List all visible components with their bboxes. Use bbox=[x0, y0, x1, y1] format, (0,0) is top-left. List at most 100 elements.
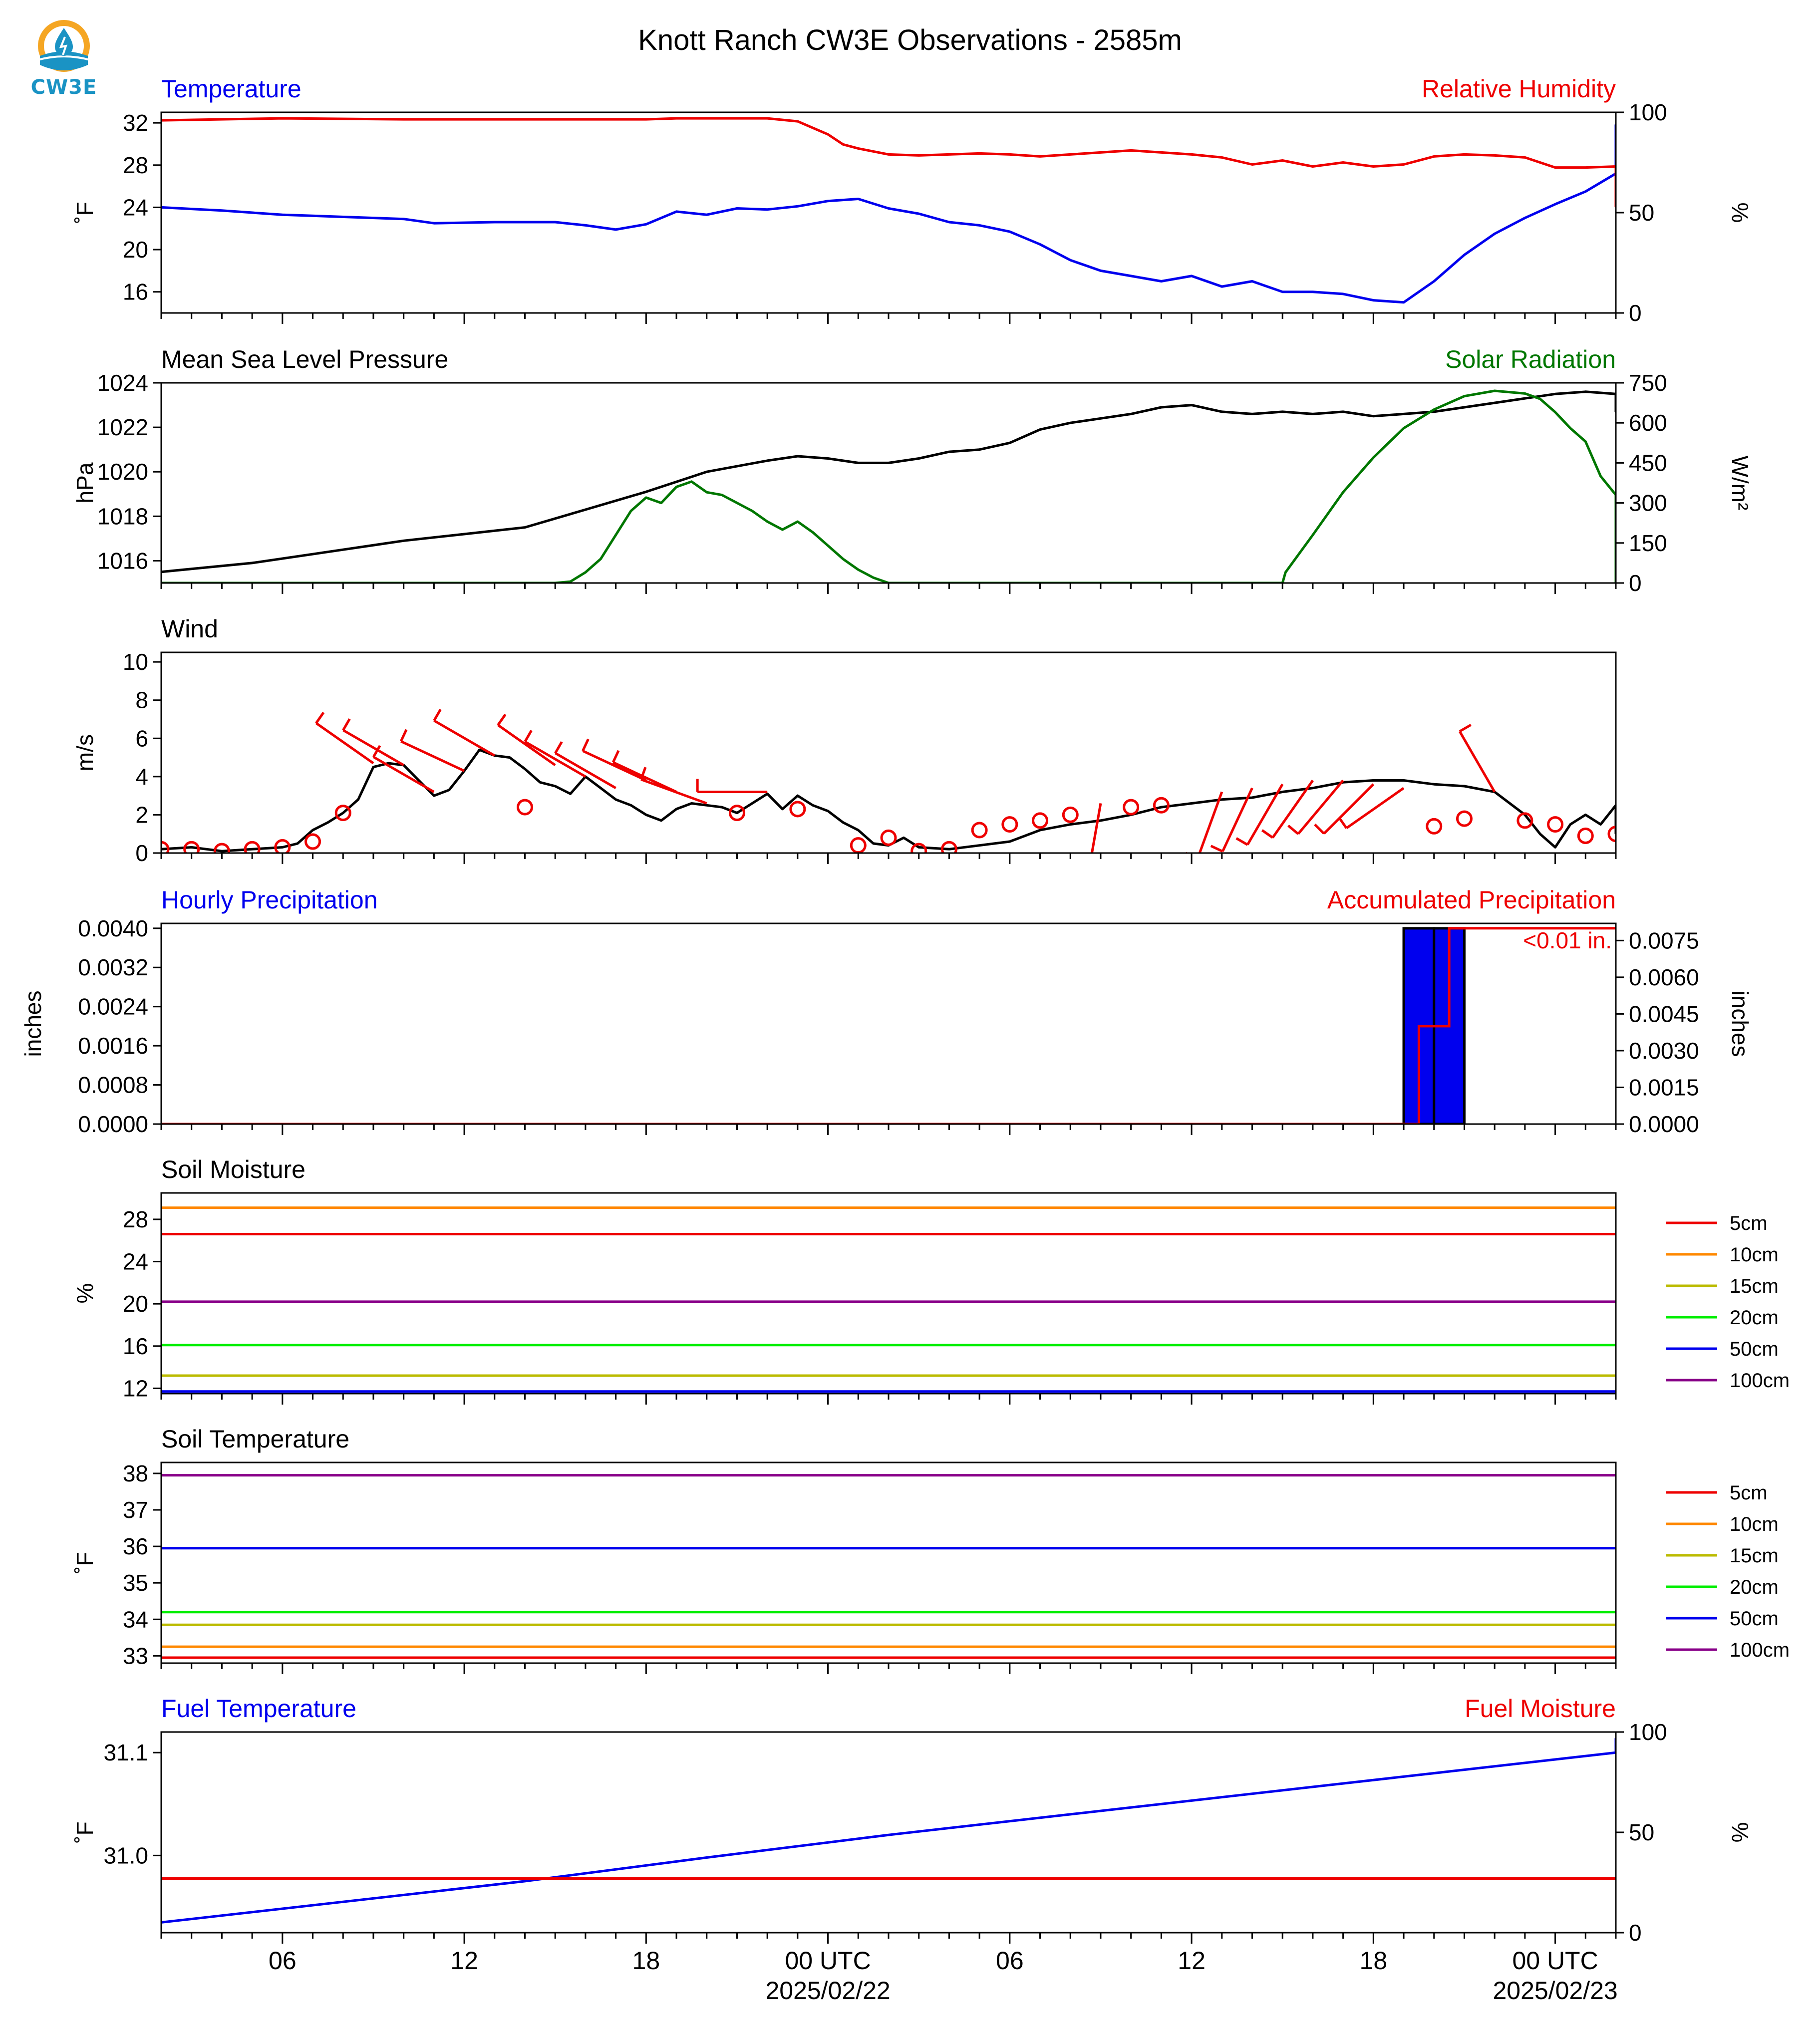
y-tick-label: 8 bbox=[135, 687, 148, 713]
wind-barb-calm-4 bbox=[274, 839, 291, 853]
x-tick-label: 18 bbox=[1360, 1947, 1388, 1975]
y2-axis-label: W/m² bbox=[1727, 456, 1753, 511]
legend-label: 50cm bbox=[1730, 1338, 1779, 1360]
y-tick-label: 4 bbox=[135, 764, 148, 790]
wind-barb-flag-39 bbox=[1338, 817, 1348, 829]
panel-title-left: Wind bbox=[161, 615, 218, 643]
wind-barb-calm-27 bbox=[1001, 816, 1018, 833]
wind-barb-staff-42 bbox=[1459, 730, 1496, 793]
plot-frame bbox=[160, 111, 1617, 314]
wind-barb-flag-10 bbox=[399, 729, 408, 742]
legend-label: 20cm bbox=[1730, 1307, 1779, 1329]
panel-data bbox=[161, 927, 1616, 1124]
panel-title-left: Soil Temperature bbox=[161, 1425, 349, 1453]
y-tick-label: 20 bbox=[123, 1291, 148, 1317]
x-tick-label: 00 UTC bbox=[785, 1947, 871, 1975]
figure-title: Knott Ranch CW3E Observations - 2585m bbox=[638, 24, 1182, 56]
wind-barb-calm-31 bbox=[1123, 799, 1140, 816]
wind-barb-calm-26 bbox=[971, 822, 988, 839]
y-tick-label: 12 bbox=[123, 1375, 148, 1401]
y2-tick-label: 0.0000 bbox=[1629, 1111, 1699, 1137]
y-axis-label: ˚F bbox=[72, 1552, 98, 1573]
y-tick-label: 37 bbox=[123, 1497, 148, 1523]
panels: Temperature Relative Humidity162024283205… bbox=[20, 75, 1790, 1946]
wind-barb-calm-2 bbox=[213, 843, 230, 853]
y2-tick-label: 0.0075 bbox=[1629, 927, 1699, 953]
wind-barb-staff-38 bbox=[1323, 783, 1375, 835]
y-tick-label: 34 bbox=[123, 1606, 148, 1632]
panel-title-left: Mean Sea Level Pressure bbox=[161, 345, 448, 373]
wind-barb-staff-37 bbox=[1297, 779, 1344, 835]
y-tick-label: 0.0000 bbox=[78, 1111, 148, 1137]
y-axis-label: % bbox=[72, 1283, 98, 1304]
wind-barb-calm-43 bbox=[1517, 812, 1533, 829]
y-tick-label: 0.0040 bbox=[78, 915, 148, 941]
legend-label: 15cm bbox=[1730, 1545, 1779, 1567]
wind-barb-calm-46 bbox=[1607, 826, 1616, 843]
legend-label: 5cm bbox=[1730, 1212, 1768, 1234]
series-line-0 bbox=[161, 1738, 1616, 1924]
wind-barb-staff-36 bbox=[1271, 780, 1314, 839]
panel-3: Hourly Precipitation Accumulated Precipit… bbox=[20, 886, 1753, 1137]
plot-frame bbox=[160, 382, 1617, 584]
y2-tick-label: 0.0060 bbox=[1629, 964, 1699, 990]
wind-barb-calm-3 bbox=[244, 841, 261, 853]
y-axis-label: m/s bbox=[72, 734, 98, 771]
wind-barb-calm-29 bbox=[1062, 806, 1079, 823]
y-tick-label: 36 bbox=[123, 1533, 148, 1559]
wind-barb-flag-11 bbox=[433, 708, 442, 721]
y2-tick-label: 0 bbox=[1629, 1920, 1642, 1946]
y2-axis-label: inches bbox=[1727, 991, 1753, 1057]
wind-barb-calm-1 bbox=[183, 841, 200, 853]
logo-text: CW3E bbox=[30, 76, 97, 99]
y2-tick-label: 0.0015 bbox=[1629, 1074, 1699, 1100]
x-tick-label: 12 bbox=[1178, 1947, 1206, 1975]
y-tick-label: 32 bbox=[123, 110, 148, 136]
y-tick-label: 35 bbox=[123, 1570, 148, 1596]
wind-barb-staff-33 bbox=[1198, 791, 1223, 853]
y-tick-label: 0.0032 bbox=[78, 954, 148, 980]
y-tick-label: 0.0008 bbox=[78, 1072, 148, 1098]
wind-barb-calm-6 bbox=[334, 805, 351, 822]
legend-label: 100cm bbox=[1730, 1370, 1790, 1392]
y2-tick-label: 0.0030 bbox=[1629, 1038, 1699, 1064]
wind-barb-calm-32 bbox=[1153, 797, 1170, 814]
plot-frame bbox=[160, 922, 1617, 1125]
y-tick-label: 31.1 bbox=[103, 1739, 148, 1765]
plot-frame bbox=[160, 1731, 1617, 1934]
wind-barb-flag-38 bbox=[1314, 824, 1325, 835]
wind-barb-staff-8 bbox=[342, 729, 404, 767]
y-tick-label: 1022 bbox=[97, 414, 148, 440]
y-tick-label: 24 bbox=[123, 1249, 148, 1275]
wind-barb-calm-44 bbox=[1547, 816, 1564, 833]
x-tick-label: 00 UTC bbox=[1512, 1947, 1598, 1975]
x-tick-label: 12 bbox=[450, 1947, 478, 1975]
y2-tick-label: 0 bbox=[1629, 300, 1642, 326]
y2-axis-label: % bbox=[1727, 1822, 1753, 1843]
y-tick-label: 16 bbox=[123, 1333, 148, 1359]
y2-tick-label: 450 bbox=[1629, 450, 1667, 476]
wind-barb-calm-23 bbox=[880, 829, 897, 846]
wind-barb-staff-10 bbox=[400, 740, 465, 772]
y-tick-label: 0.0024 bbox=[78, 994, 148, 1020]
y-axis-label: ˚F bbox=[72, 1821, 98, 1843]
x-tick-label: 06 bbox=[996, 1947, 1024, 1975]
y-tick-label: 20 bbox=[123, 237, 148, 263]
wind-barb-flag-30 bbox=[1076, 870, 1089, 872]
y-tick-label: 1018 bbox=[97, 503, 148, 529]
series-line-0 bbox=[161, 390, 1616, 574]
y2-tick-label: 600 bbox=[1629, 410, 1667, 436]
wind-barb-flag-35 bbox=[1235, 837, 1248, 846]
cw3e-logo: CW3E bbox=[29, 17, 99, 102]
wind-barb-flag-14 bbox=[524, 730, 533, 743]
wind-barb-staff-35 bbox=[1246, 783, 1284, 846]
y2-tick-label: 100 bbox=[1629, 1719, 1667, 1745]
plot-frame bbox=[160, 651, 1617, 854]
y-tick-label: 1016 bbox=[97, 548, 148, 574]
y-tick-label: 0.0016 bbox=[78, 1033, 148, 1059]
wind-barb-flag-37 bbox=[1287, 825, 1299, 835]
wind-barb-flag-18 bbox=[639, 767, 647, 780]
wind-barb-calm-22 bbox=[850, 837, 867, 853]
legend-label: 50cm bbox=[1730, 1608, 1779, 1630]
